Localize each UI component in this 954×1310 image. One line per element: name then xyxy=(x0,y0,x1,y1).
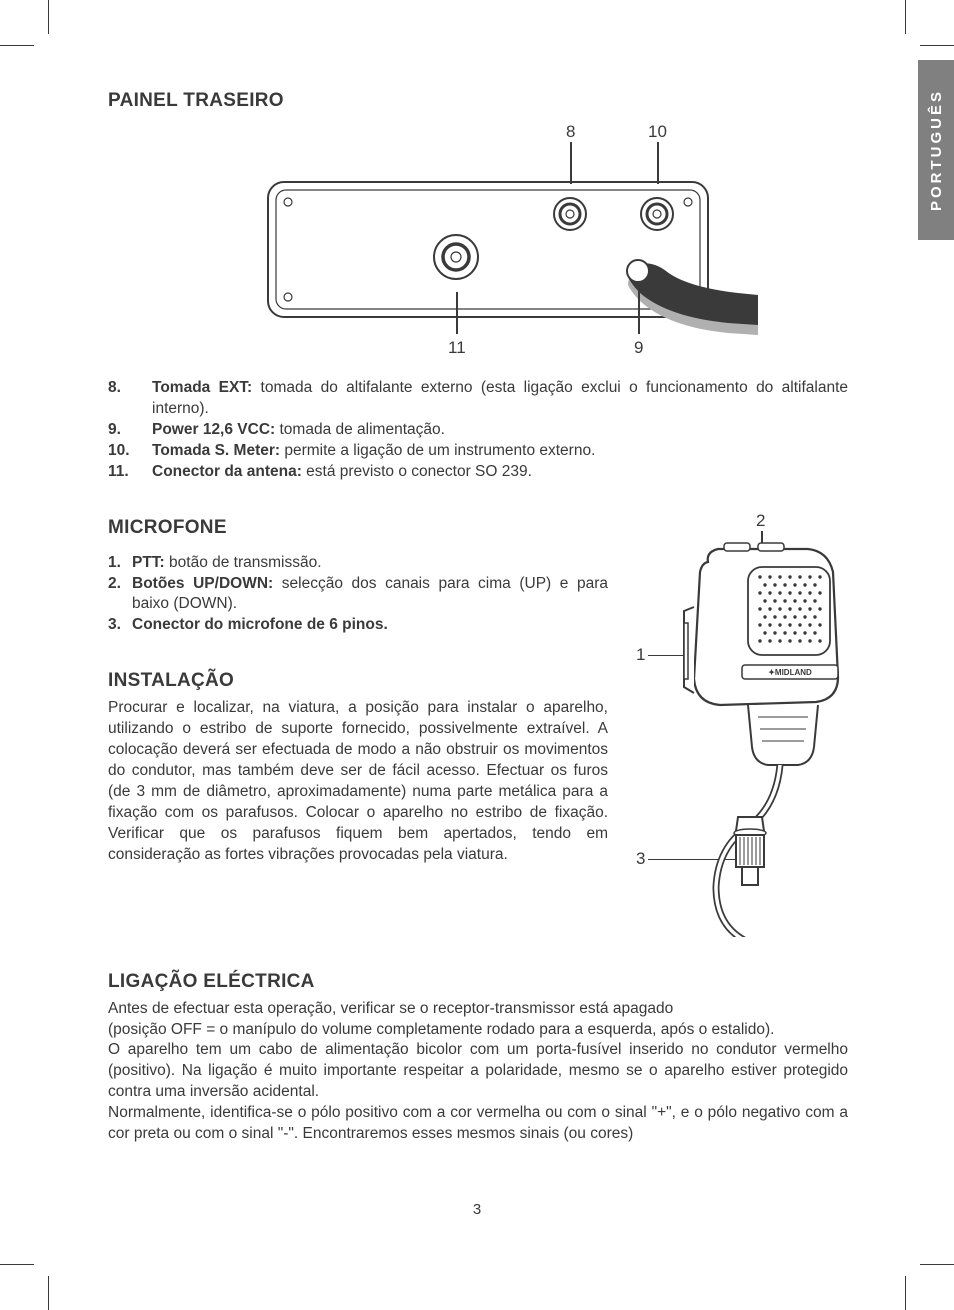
list-num: 10. xyxy=(108,441,152,462)
list-num: 11. xyxy=(108,462,152,483)
leader-line xyxy=(456,292,458,334)
list-bold: Tomada S. Meter: xyxy=(152,442,280,459)
page-number: 3 xyxy=(0,1201,954,1218)
list-item: 1. PTT: botão de transmissão. xyxy=(108,553,608,574)
list-item: 8. Tomada EXT: tomada do altifalante ext… xyxy=(108,378,848,420)
language-tab: PORTUGUÊS xyxy=(918,60,954,240)
list-item: 11. Conector da antena: está previsto o … xyxy=(108,462,848,483)
rear-panel-diagram: 8 10 xyxy=(198,122,758,372)
microphone-title: MICROFONE xyxy=(108,517,608,539)
list-body: PTT: botão de transmissão. xyxy=(132,553,608,574)
install-section: INSTALAÇÃO Procurar e localizar, na viat… xyxy=(108,670,608,865)
list-item: 9. Power 12,6 VCC: tomada de alimentação… xyxy=(108,420,848,441)
crop-mark xyxy=(920,1264,954,1265)
install-body: Procurar e localizar, na viatura, a posi… xyxy=(108,698,608,865)
list-body: Botões UP/DOWN: selecção dos canais para… xyxy=(132,574,608,616)
list-rest: tomada do altifalante externo (esta liga… xyxy=(152,379,848,417)
list-rest: tomada de alimentação. xyxy=(275,421,445,438)
list-body: Conector do microfone de 6 pinos. xyxy=(132,615,608,636)
list-num: 9. xyxy=(108,420,152,441)
list-item: 10. Tomada S. Meter: permite a ligação d… xyxy=(108,441,848,462)
crop-mark xyxy=(48,1276,49,1310)
list-bold: Power 12,6 VCC: xyxy=(152,421,275,438)
electrical-p2: (posição OFF = o manípulo do volume comp… xyxy=(108,1020,848,1041)
diagram-label-9: 9 xyxy=(634,338,643,358)
list-bold: Conector da antena: xyxy=(152,463,302,480)
microphone-svg: ✦MIDLAND xyxy=(638,517,848,937)
list-item: 2. Botões UP/DOWN: selecção dos canais p… xyxy=(108,574,608,616)
page: PORTUGUÊS PAINEL TRASEIRO 8 10 xyxy=(0,0,954,1310)
electrical-section: LIGAÇÃO ELÉCTRICA Antes de efectuar esta… xyxy=(108,971,848,1145)
list-num: 8. xyxy=(108,378,152,420)
diagram-label-11: 11 xyxy=(448,338,466,358)
list-num: 1. xyxy=(108,553,132,574)
list-rest: permite a ligação de um instrumento exte… xyxy=(280,442,595,459)
microphone-section: MICROFONE 1. PTT: botão de transmissão. … xyxy=(108,517,848,937)
list-body: Tomada EXT: tomada do altifalante extern… xyxy=(152,378,848,420)
diagram-label-10: 10 xyxy=(648,122,667,142)
content-area: PAINEL TRASEIRO 8 10 xyxy=(108,90,848,1145)
electrical-p4: Normalmente, identifica-se o pólo positi… xyxy=(108,1103,848,1145)
microphone-diagram: 2 1 3 xyxy=(628,517,848,937)
list-num: 3. xyxy=(108,615,132,636)
list-bold: Tomada EXT: xyxy=(152,379,252,396)
microphone-list: 1. PTT: botão de transmissão. 2. Botões … xyxy=(108,553,608,637)
list-bold: PTT: xyxy=(132,554,165,571)
crop-mark xyxy=(48,0,49,34)
rear-panel-svg xyxy=(198,167,758,347)
list-bold: Conector do microfone de 6 pinos. xyxy=(132,616,388,633)
crop-mark xyxy=(920,45,954,46)
crop-mark xyxy=(905,1276,906,1310)
crop-mark xyxy=(0,45,34,46)
microphone-text: MICROFONE 1. PTT: botão de transmissão. … xyxy=(108,517,608,937)
list-body: Power 12,6 VCC: tomada de alimentação. xyxy=(152,420,848,441)
electrical-p1: Antes de efectuar esta operação, verific… xyxy=(108,999,848,1020)
list-rest: está previsto o conector SO 239. xyxy=(302,463,532,480)
crop-mark xyxy=(0,1264,34,1265)
install-title: INSTALAÇÃO xyxy=(108,670,608,692)
mic-brand: ✦MIDLAND xyxy=(768,668,812,677)
rear-panel-list: 8. Tomada EXT: tomada do altifalante ext… xyxy=(108,378,848,483)
list-body: Conector da antena: está previsto o cone… xyxy=(152,462,848,483)
electrical-title: LIGAÇÃO ELÉCTRICA xyxy=(108,971,848,993)
list-item: 3. Conector do microfone de 6 pinos. xyxy=(108,615,608,636)
list-num: 2. xyxy=(108,574,132,616)
language-tab-label: PORTUGUÊS xyxy=(928,89,945,211)
diagram-label-8: 8 xyxy=(566,122,575,142)
electrical-p3: O aparelho tem um cabo de alimentação bi… xyxy=(108,1040,848,1103)
list-rest: botão de transmissão. xyxy=(165,554,322,571)
leader-line xyxy=(638,282,640,334)
list-body: Tomada S. Meter: permite a ligação de um… xyxy=(152,441,848,462)
rear-panel-title: PAINEL TRASEIRO xyxy=(108,90,848,112)
list-bold: Botões UP/DOWN: xyxy=(132,575,273,592)
crop-mark xyxy=(905,0,906,34)
